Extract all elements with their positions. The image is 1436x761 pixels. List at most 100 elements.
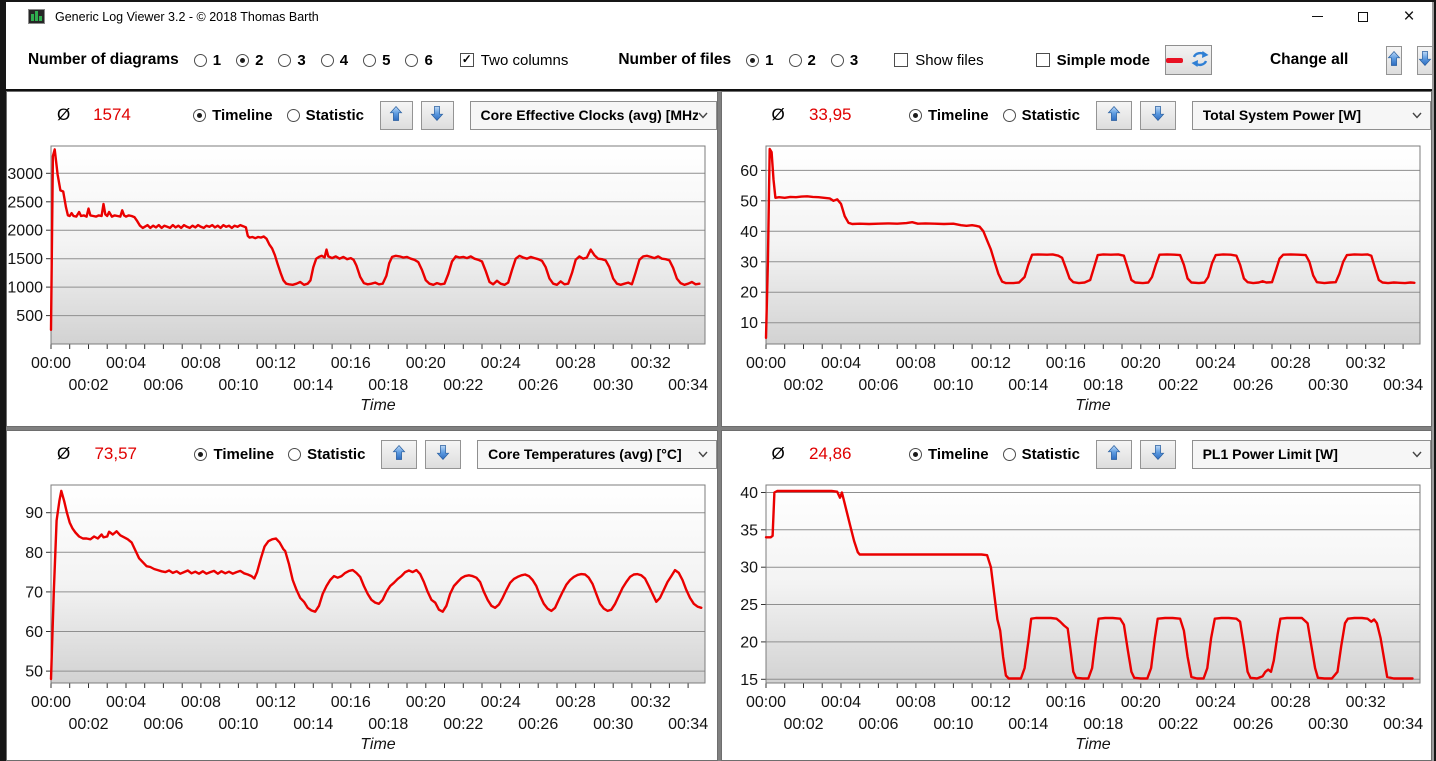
svg-text:00:14: 00:14 <box>293 377 333 394</box>
signal-up-button[interactable] <box>1095 100 1132 130</box>
radio-icon <box>788 53 802 67</box>
signal-select-value: Total System Power [W] <box>1202 107 1362 123</box>
signal-down-button[interactable] <box>1139 100 1176 130</box>
change-all-up-button[interactable] <box>1386 45 1403 75</box>
svg-text:00:02: 00:02 <box>68 377 108 394</box>
diagrams-option-label: 6 <box>424 51 433 69</box>
signal-select[interactable]: PL1 Power Limit [W] <box>1191 439 1431 469</box>
timeline-label: Timeline <box>927 445 989 463</box>
timeline-chart[interactable]: 500 1000 1500 2000 2500 3000 00:00 00:02 00:04 00… <box>7 138 717 421</box>
signal-up-button[interactable] <box>381 439 418 469</box>
signal-up-button[interactable] <box>1095 439 1132 469</box>
svg-text:00:32: 00:32 <box>1345 694 1385 711</box>
number-of-diagrams-label: Number of diagrams <box>28 51 179 68</box>
signal-select[interactable]: Core Effective Clocks (avg) [MHz] <box>469 100 717 130</box>
files-radio-3[interactable]: 3 <box>830 51 859 69</box>
svg-text:Time: Time <box>1075 397 1111 414</box>
svg-text:00:16: 00:16 <box>331 694 371 711</box>
svg-text:00:04: 00:04 <box>820 694 860 711</box>
down-arrow-icon <box>436 443 450 465</box>
svg-text:00:16: 00:16 <box>331 355 371 372</box>
statistic-radio[interactable]: Statistic <box>1002 106 1080 124</box>
statistic-radio[interactable]: Statistic <box>1002 446 1080 463</box>
signal-down-button[interactable] <box>1139 439 1176 469</box>
svg-text:00:00: 00:00 <box>745 694 785 711</box>
show-files-checkbox[interactable]: ✓ Show files <box>894 52 984 69</box>
timeline-chart[interactable]: 15 20 25 30 35 40 00:00 00:02 00:04 00:06 00:08 00:… <box>722 477 1432 760</box>
statistic-label: Statistic <box>1021 106 1080 124</box>
diagrams-radio-3[interactable]: 3 <box>278 52 306 69</box>
simple-mode-label: Simple mode <box>1056 51 1150 69</box>
two-columns-checkbox[interactable]: ✓ Two columns <box>459 52 568 69</box>
timeline-chart[interactable]: 10 20 30 40 50 60 00:00 00:02 00:04 00:06 00:08 00:… <box>722 138 1432 421</box>
change-all-label: Change all <box>1269 51 1349 68</box>
svg-text:30: 30 <box>740 560 758 577</box>
radio-icon <box>830 53 844 67</box>
timeline-chart[interactable]: 50 60 70 80 90 00:00 00:02 00:04 00:06 00:08 00:10… <box>7 477 717 760</box>
diagrams-radio-4[interactable]: 4 <box>320 52 348 69</box>
number-of-files-label: Number of files <box>618 51 732 68</box>
diagrams-radio-2[interactable]: 2 <box>236 52 263 69</box>
timeline-radio[interactable]: Timeline <box>908 445 989 463</box>
svg-text:00:12: 00:12 <box>970 355 1010 372</box>
up-arrow-icon <box>392 443 406 465</box>
radio-icon <box>288 447 302 461</box>
svg-text:00:02: 00:02 <box>783 716 823 733</box>
svg-text:10: 10 <box>740 315 758 332</box>
svg-text:00:18: 00:18 <box>368 377 408 394</box>
change-all-down-button[interactable] <box>1417 45 1434 75</box>
close-button[interactable]: × <box>1386 2 1432 31</box>
panel-header: Ø 1574 Timeline Statistic Core Effective… <box>7 92 717 138</box>
radio-icon <box>1002 108 1016 122</box>
line-style-reset-button[interactable] <box>1164 45 1212 75</box>
svg-text:00:08: 00:08 <box>895 694 935 711</box>
svg-text:00:08: 00:08 <box>181 355 221 372</box>
timeline-label: Timeline <box>213 445 275 463</box>
diagrams-radio-6[interactable]: 6 <box>405 51 433 69</box>
svg-text:00:30: 00:30 <box>593 716 633 733</box>
simple-mode-checkbox[interactable]: ✓ Simple mode <box>1035 51 1150 69</box>
svg-text:00:32: 00:32 <box>631 694 671 711</box>
timeline-radio[interactable]: Timeline <box>194 446 274 463</box>
statistic-label: Statistic <box>307 445 366 463</box>
maximize-icon <box>1358 11 1368 22</box>
svg-text:70: 70 <box>25 584 43 601</box>
up-arrow-icon <box>1107 104 1121 126</box>
minimize-icon <box>1311 16 1323 17</box>
statistic-radio[interactable]: Statistic <box>288 446 365 463</box>
signal-up-button[interactable] <box>380 100 413 130</box>
timeline-radio[interactable]: Timeline <box>193 107 273 124</box>
signal-select[interactable]: Total System Power [W] <box>1191 100 1431 130</box>
svg-text:80: 80 <box>25 545 43 562</box>
files-option-label: 3 <box>849 51 859 69</box>
svg-text:00:34: 00:34 <box>668 716 708 733</box>
diagrams-radio-1[interactable]: 1 <box>193 52 221 69</box>
average-value: 24,86 <box>808 444 852 463</box>
radio-icon <box>194 447 208 461</box>
svg-text:00:00: 00:00 <box>31 355 71 372</box>
close-icon: × <box>1403 6 1415 27</box>
timeline-radio[interactable]: Timeline <box>908 107 989 124</box>
maximize-button[interactable] <box>1340 2 1386 31</box>
svg-text:00:26: 00:26 <box>518 716 558 733</box>
svg-text:00:20: 00:20 <box>1120 694 1160 711</box>
diagrams-radio-5[interactable]: 5 <box>363 52 390 69</box>
signal-down-button[interactable] <box>420 100 454 130</box>
svg-text:00:00: 00:00 <box>745 355 785 372</box>
average-value: 73,57 <box>94 444 138 463</box>
radio-icon <box>236 53 250 67</box>
svg-text:20: 20 <box>740 285 758 302</box>
svg-text:35: 35 <box>740 522 758 539</box>
minimize-button[interactable] <box>1294 2 1340 31</box>
checkbox-icon: ✓ <box>1035 53 1050 67</box>
signal-down-button[interactable] <box>425 439 462 469</box>
svg-text:20: 20 <box>740 634 758 651</box>
refresh-icon <box>1189 50 1211 71</box>
signal-select[interactable]: Core Temperatures (avg) [°C] <box>477 439 717 469</box>
svg-text:00:26: 00:26 <box>1233 716 1273 733</box>
files-radio-2[interactable]: 2 <box>788 52 816 69</box>
statistic-radio[interactable]: Statistic <box>286 107 364 124</box>
down-arrow-icon <box>430 104 444 126</box>
files-radio-1[interactable]: 1 <box>746 52 774 69</box>
up-arrow-icon <box>1107 443 1121 465</box>
